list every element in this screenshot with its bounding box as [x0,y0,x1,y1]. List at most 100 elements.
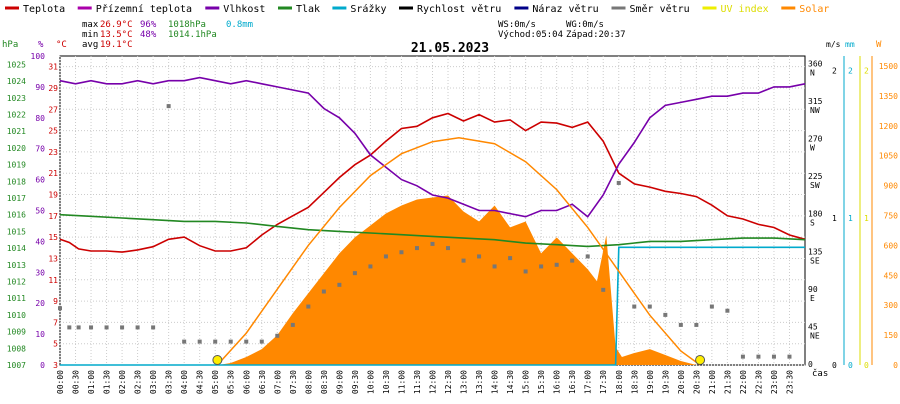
x-tick-label: 05:00 [211,370,220,394]
axis-degc-tick: 11 [48,276,58,285]
axis-hpa-tick: 1012 [7,277,26,286]
axis-degc-tick: 7 [53,318,58,327]
legend-label: Rychlost větru [417,3,501,15]
axis-hpa-tick: 1024 [7,77,26,86]
axis-degc-tick: 15 [48,233,58,242]
legend-label: Srážky [350,3,386,15]
x-tick-label: 03:30 [165,370,174,394]
legend-label: Solar [799,4,829,15]
x-tick-label: 21:30 [723,370,732,394]
wind-dir-point [89,325,94,330]
wind-dir-point [461,258,466,263]
stat-max-press: 1018hPa [168,20,206,30]
axis-degc-tick: 17 [48,212,58,221]
wind-dir-point [756,354,761,359]
axis-w-tick: 150 [884,331,899,340]
series-solar-theoretical [216,136,701,366]
x-axis-label: čas [812,368,828,379]
wind-dir-point [414,246,419,251]
x-tick-label: 04:00 [180,370,189,394]
stat-avg-label: avg [82,40,98,50]
axis-w-tick: 1050 [879,152,898,161]
x-tick-label: 02:30 [134,370,143,394]
axis-pct-tick: 70 [35,145,45,154]
x-tick-label: 16:00 [553,370,562,394]
wind-dir-point [787,354,792,359]
series-tlak [59,213,806,248]
x-tick-label: 18:30 [630,370,639,394]
axis-dir-tick: 315 [808,97,823,106]
axis-dir-tick: 270 [808,135,823,144]
axis-dir-tick: 135 [808,247,823,256]
axis-hpa-tick: 1007 [7,361,26,370]
axis-pct-tick: 50 [35,207,45,216]
x-tick-label: 23:30 [785,370,794,394]
x-tick-label: 19:30 [661,370,670,394]
axis-degc-tick: 9 [53,297,58,306]
axis-dir-name: N [810,68,815,77]
wind-dir-point [570,258,575,263]
wind-dir-point [725,308,730,313]
axis-degc-tick: 25 [48,127,58,136]
axis-ms-tick: 1 [832,214,837,223]
axis-dir-tick: 225 [808,172,823,181]
x-tick-label: 00:30 [72,370,81,394]
axis-hpa-tick: 1016 [7,211,26,220]
axis-degc-tick: 29 [48,84,58,93]
wind-dir-point [663,312,668,317]
stat-rain: 0.8mm [226,20,253,30]
axis-w-tick: 1500 [879,62,898,71]
wind-dir-point [446,246,451,251]
axis-pct-tick: 80 [35,114,45,123]
wind-dir-point [290,322,295,327]
axis-pct-tick: 60 [35,176,45,185]
axis-mm-unit: mm [845,40,855,49]
axis-pct-tick: 10 [35,330,45,339]
stat-max-label: max [82,20,99,30]
x-tick-label: 22:30 [754,370,763,394]
wind-dir-point [585,254,590,259]
x-tick-label: 00:00 [56,370,65,394]
axis-hpa-tick: 1023 [7,94,26,103]
axis-dir-name: SW [810,181,820,190]
axis-pct-tick: 30 [35,268,45,277]
axis-hpa-tick: 1021 [7,127,26,136]
wind-dir-point [321,289,326,294]
x-tick-label: 03:00 [149,370,158,394]
wind-dir-point [709,304,714,309]
axis-dir-name: NW [810,106,820,115]
axis-hpa-tick: 1014 [7,244,26,253]
axis-hpa-tick: 1020 [7,144,26,153]
series-srky [60,246,805,366]
wind-dir-point [523,269,528,274]
axis-pct-tick: 20 [35,299,45,308]
wind-dir-point [151,325,156,330]
x-tick-label: 16:30 [568,370,577,394]
wind-dir-point [104,325,109,330]
x-tick-label: 06:30 [258,370,267,394]
x-tick-label: 13:30 [475,370,484,394]
x-tick-label: 12:30 [444,370,453,394]
axis-uv-tick: 1 [864,214,869,223]
stat-ws: WS:0m/s [498,20,536,30]
axis-uv-tick: 2 [864,67,869,76]
x-tick-label: 22:00 [739,370,748,394]
axis-degc-tick: 21 [48,169,58,178]
axis-hpa-tick: 1010 [7,311,26,320]
axis-pct-tick: 100 [31,52,46,61]
axis-mm-tick: 2 [848,67,853,76]
x-tick-label: 10:30 [382,370,391,394]
axis-w-tick: 600 [884,241,899,250]
wind-dir-point [352,271,357,276]
wind-dir-point [76,325,81,330]
axis-hpa-tick: 1018 [7,177,26,186]
x-tick-label: 15:00 [522,370,531,394]
legend-label: Náraz větru [532,3,598,15]
axis-hpa-tick: 1015 [7,227,26,236]
x-tick-label: 01:00 [87,370,96,394]
x-tick-label: 17:30 [599,370,608,394]
wind-dir-point [67,325,72,330]
wind-dir-point [275,333,280,338]
wind-dir-point [306,304,311,309]
